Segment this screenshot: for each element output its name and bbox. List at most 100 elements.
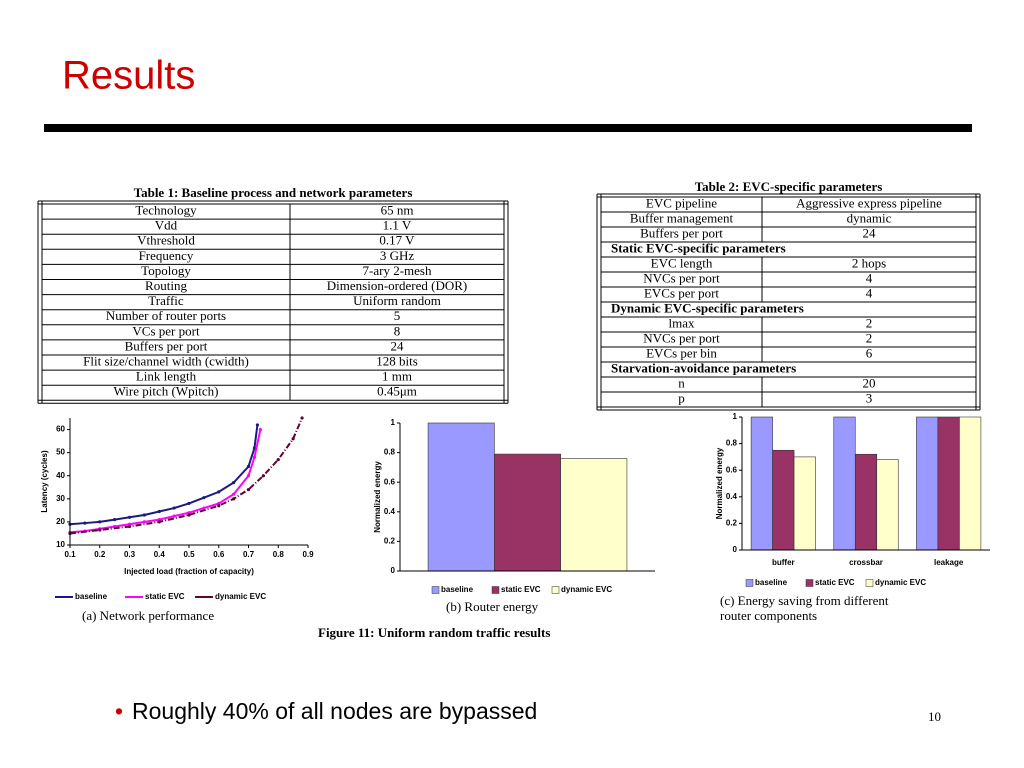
y-tick-label: 0.6 [384,477,396,486]
point [142,520,146,524]
bar [427,422,495,572]
point [157,518,161,522]
y-tick-label: 60 [56,425,65,434]
table-cell: Technology [135,203,197,218]
table-cell: EVC length [651,255,713,270]
point [217,504,221,508]
point [246,487,251,492]
table-cell: 4 [866,270,873,285]
table-cell: Routing [145,278,187,293]
legend-label: baseline [441,585,474,594]
table-cell: 3 GHz [380,248,415,263]
y-axis-label: Normalized energy [373,461,382,533]
table-cell: Aggressive express pipeline [796,195,942,210]
table-cell: Uniform random [353,293,441,308]
legend-swatch [431,586,440,594]
point [291,437,295,441]
point [157,520,161,524]
table-caption: Table 2: EVC-specific parameters [695,179,883,194]
chart-caption: (b) Router energy [446,599,539,614]
x-tick-label: 0.5 [183,550,195,559]
table-cell: p [678,390,685,405]
point [246,474,251,478]
table-cell: Buffer management [630,210,734,225]
figure-caption: Figure 11: Uniform random traffic result… [318,625,550,640]
table-cell: VCs per port [132,323,200,338]
table-cell: NVCs per port [643,330,720,345]
point [217,490,221,494]
table-cell: 2 hops [852,255,886,270]
table-cell: Dimension-ordered (DOR) [327,278,467,293]
x-tick-label: 0.7 [243,550,255,559]
table-cell: Wire pitch (Wpitch) [114,384,219,399]
table-cell: EVC pipeline [646,195,717,210]
y-tick-label: 0.8 [384,448,396,457]
table-cell: 2 [866,315,873,330]
y-axis-label: Latency (cycles) [40,450,49,513]
point [232,497,236,501]
slide-title: Results [62,54,195,98]
chart-caption: (c) Energy saving from different router c… [720,593,889,623]
point [142,513,146,517]
table-cell: Vdd [155,218,178,233]
y-tick-label: 1 [391,418,396,427]
table-cell: Topology [141,263,191,278]
table-cell: Buffers per port [640,225,723,240]
bar [560,458,628,572]
table-cell: 2 [866,330,873,345]
y-axis-label: Normalized energy [715,447,724,519]
point [172,514,176,518]
legend-label: dynamic EVC [561,585,612,594]
table-cell: 1 mm [382,369,412,384]
series-line [69,429,262,534]
table-cell: 1.1 V [383,218,412,233]
point [252,455,257,459]
y-tick-label: 0 [733,545,738,554]
table-section: Starvation-avoidance parameters [611,360,796,375]
point [157,509,161,514]
table-cell: 65 nm [381,203,414,218]
series-line [69,424,259,526]
y-tick-label: 0.4 [726,492,738,501]
y-tick-label: 40 [56,471,65,480]
legend-label: static EVC [145,592,185,601]
bar [750,416,773,551]
point [127,522,132,526]
table-cell: EVCs per port [644,285,719,300]
bar [959,416,982,551]
table-cell: Frequency [139,248,194,263]
table-cell: 8 [394,323,401,338]
point [187,513,191,517]
table-caption: Table 1: Baseline process and network pa… [134,185,413,200]
series-line [69,417,303,535]
point [261,474,265,478]
legend-label: dynamic EVC [875,578,926,587]
table-cell: NVCs per port [643,270,720,285]
y-tick-label: 0.2 [726,519,738,528]
bar [772,449,795,551]
point [172,506,176,510]
x-tick-label: 0.3 [124,550,136,559]
point [300,416,304,420]
table-cell: 3 [866,390,873,405]
point [246,464,251,469]
point [98,528,102,532]
y-tick-label: 0.2 [384,537,396,546]
y-tick-label: 20 [56,517,65,526]
legend-swatch [551,586,560,594]
table-section: Dynamic EVC-specific parameters [611,300,804,315]
page-number: 10 [928,709,941,724]
bar [833,416,856,551]
point [127,524,132,529]
table-cell: 0.17 V [379,233,415,248]
y-tick-label: 1 [733,412,738,421]
chart-caption: (a) Network performance [82,608,214,623]
table-cell: dynamic [847,210,892,225]
x-axis-label: Injected load (fraction of capacity) [124,567,254,576]
legend-label: dynamic EVC [215,592,266,601]
y-tick-label: 50 [56,448,65,457]
point [258,427,262,432]
point [276,457,280,462]
y-tick-label: 0.8 [726,439,738,448]
y-tick-label: 0.6 [726,465,738,474]
